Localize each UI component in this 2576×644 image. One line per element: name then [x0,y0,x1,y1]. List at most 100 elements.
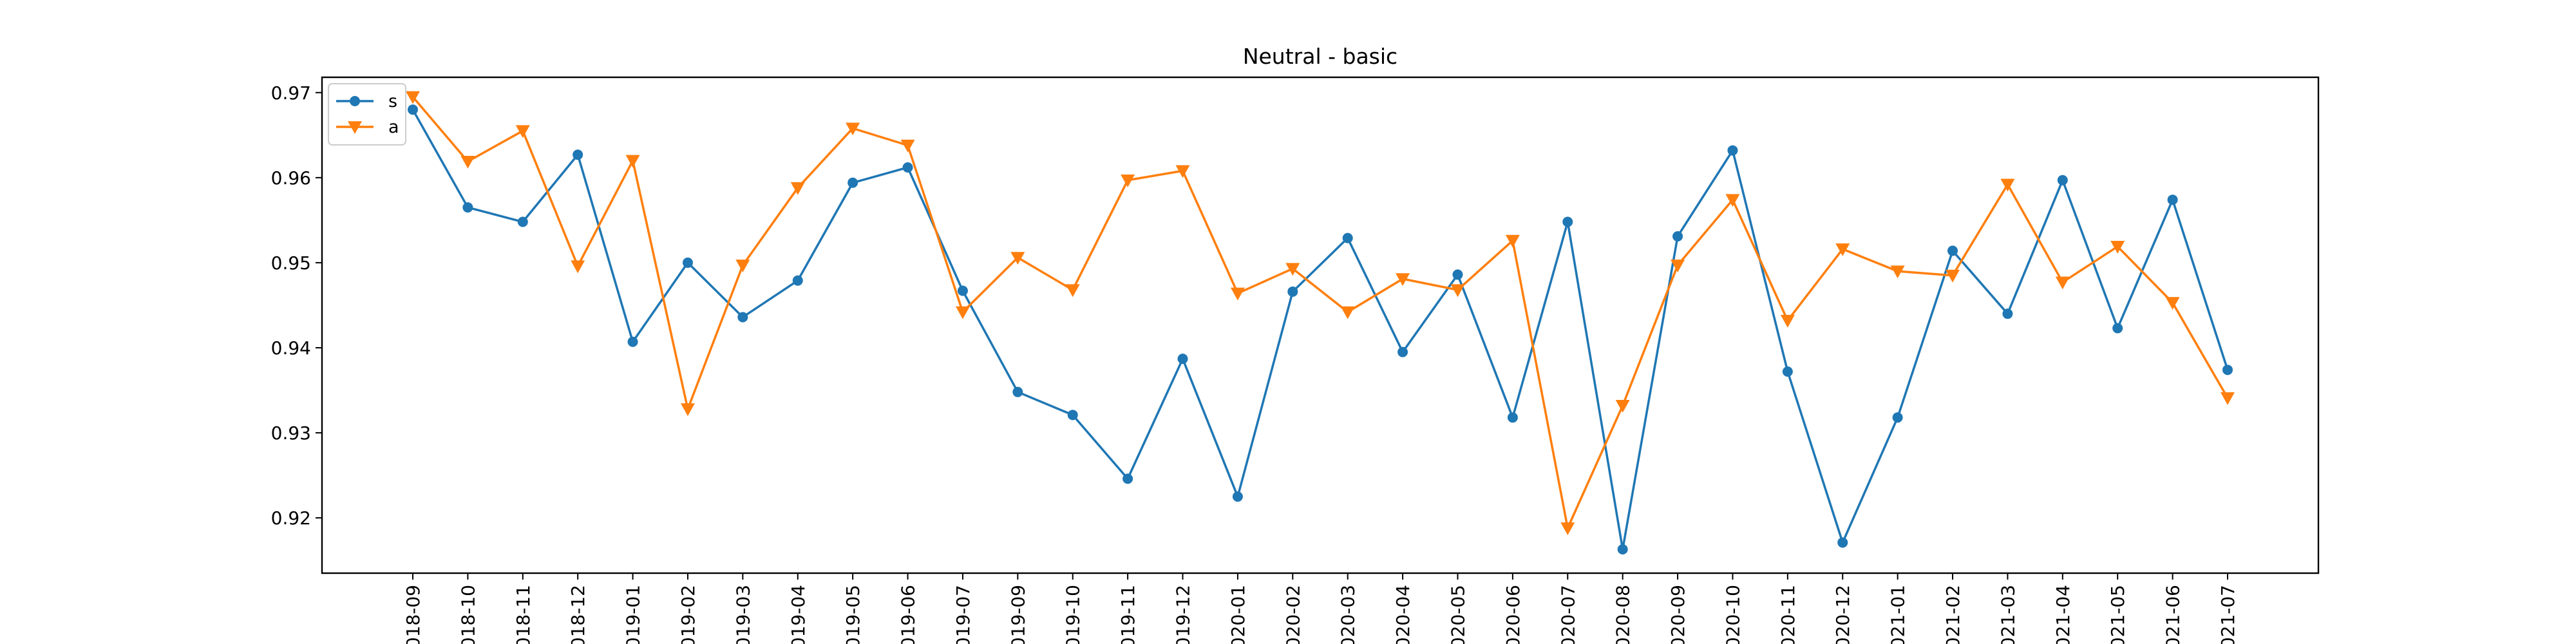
data-point-a [955,306,970,319]
y-tick-label: 0.95 [271,252,311,274]
x-tick-label: 2021-02 [1942,585,1964,644]
x-tick-label: 2020-10 [1722,585,1743,644]
data-point-a [1890,265,1905,279]
x-tick-label: 2021-05 [2107,585,2128,644]
data-point-a [846,122,860,136]
data-point-a [406,91,420,104]
x-tick-label: 2019-10 [1063,585,1084,644]
data-point-a [1175,165,1190,178]
x-tick-label: 2018-09 [402,585,424,644]
data-point-a [1835,243,1850,256]
x-tick-label: 2019-05 [842,585,864,644]
y-axis: 0.92 0.93 0.94 0.95 0.96 0.97 [271,82,322,529]
data-point-a [460,155,475,169]
y-tick-label: 0.94 [271,337,311,359]
data-point-s [957,285,968,296]
data-point-a [900,139,915,153]
x-tick-label: 2020-12 [1832,585,1853,644]
data-point-s [517,216,528,227]
x-tick-label: 2019-02 [677,585,699,644]
data-point-s [902,162,913,173]
y-tick-label: 0.93 [271,422,311,444]
data-point-s [462,202,473,213]
x-axis: 2018-09 2018-10 2018-11 2018-12 2019-01 2019-… [402,573,2239,644]
y-tick-label: 0.96 [271,167,311,189]
plot-area [321,76,2320,574]
x-tick-label: 2019-04 [788,585,809,644]
series-s [408,104,2233,555]
data-point-a [790,182,805,195]
data-point-a [2000,178,2015,192]
data-point-s [2112,323,2123,334]
x-tick-label: 2019-06 [898,585,919,644]
x-tick-label: 2021-07 [2217,585,2239,644]
x-tick-label: 2019-07 [952,585,974,644]
data-point-s [627,336,638,347]
series-line-s [412,109,2229,551]
x-tick-label: 2018-10 [457,585,478,644]
data-point-s [1782,366,1793,377]
data-point-s [1232,491,1243,502]
legend-label-a: a [388,117,399,137]
data-point-a [2055,276,2070,290]
data-point-a [515,125,530,138]
data-point-s [792,275,803,286]
x-tick-label: 2020-06 [1502,585,1524,644]
data-point-s [737,312,748,323]
legend-marker-a [348,121,362,134]
data-point-s [1727,145,1738,156]
data-point-a [1780,314,1795,328]
data-point-a [1946,269,1960,283]
x-tick-label: 2020-04 [1392,585,1414,644]
x-tick-label: 2020-02 [1282,585,1303,644]
legend-label-s: s [388,91,397,111]
data-point-a [2221,392,2235,405]
data-point-a [1285,263,1300,276]
data-point-s [2222,365,2233,375]
x-tick-label: 2020-07 [1557,585,1578,644]
x-tick-label: 2020-08 [1613,585,1634,644]
x-tick-label: 2019-11 [1117,585,1139,644]
data-point-s [2057,175,2068,185]
legend-marker-s [350,96,360,106]
data-point-a [1671,260,1685,272]
data-point-a [2165,297,2180,310]
x-tick-label: 2020-05 [1447,585,1468,644]
legend-box [328,83,406,146]
data-point-a [680,403,695,417]
data-point-a [735,260,750,272]
x-tick-label: 2018-11 [513,585,534,644]
x-tick-label: 2021-01 [1888,585,1909,644]
x-tick-label: 2019-03 [732,585,753,644]
x-tick-label: 2021-04 [2052,585,2074,644]
data-point-s [408,104,418,115]
x-tick-label: 2019-01 [623,585,644,644]
y-tick-label: 0.92 [271,507,311,529]
data-point-s [1892,412,1903,423]
data-point-a [1560,522,1575,535]
data-point-a [1615,400,1630,413]
data-point-a [1396,273,1410,287]
data-point-s [1287,286,1298,297]
x-tick-label: 2019-12 [1173,585,1194,644]
data-point-s [1397,346,1408,357]
data-point-s [1122,473,1133,484]
data-point-s [682,257,693,268]
x-tick-label: 2020-11 [1777,585,1799,644]
data-point-s [1342,232,1353,243]
data-point-s [1012,386,1023,397]
data-point-s [1837,537,1848,548]
data-point-s [1617,544,1628,555]
series-layer [406,91,2235,555]
series-line-a [412,96,2229,529]
data-point-s [1562,216,1573,227]
data-point-a [1230,287,1245,301]
data-point-s [1452,269,1463,280]
x-tick-label: 2019-09 [1007,585,1028,644]
data-point-s [1672,231,1683,242]
data-point-a [1725,194,1740,207]
data-point-s [848,177,858,188]
data-point-s [1507,412,1518,423]
data-point-a [1505,234,1520,248]
